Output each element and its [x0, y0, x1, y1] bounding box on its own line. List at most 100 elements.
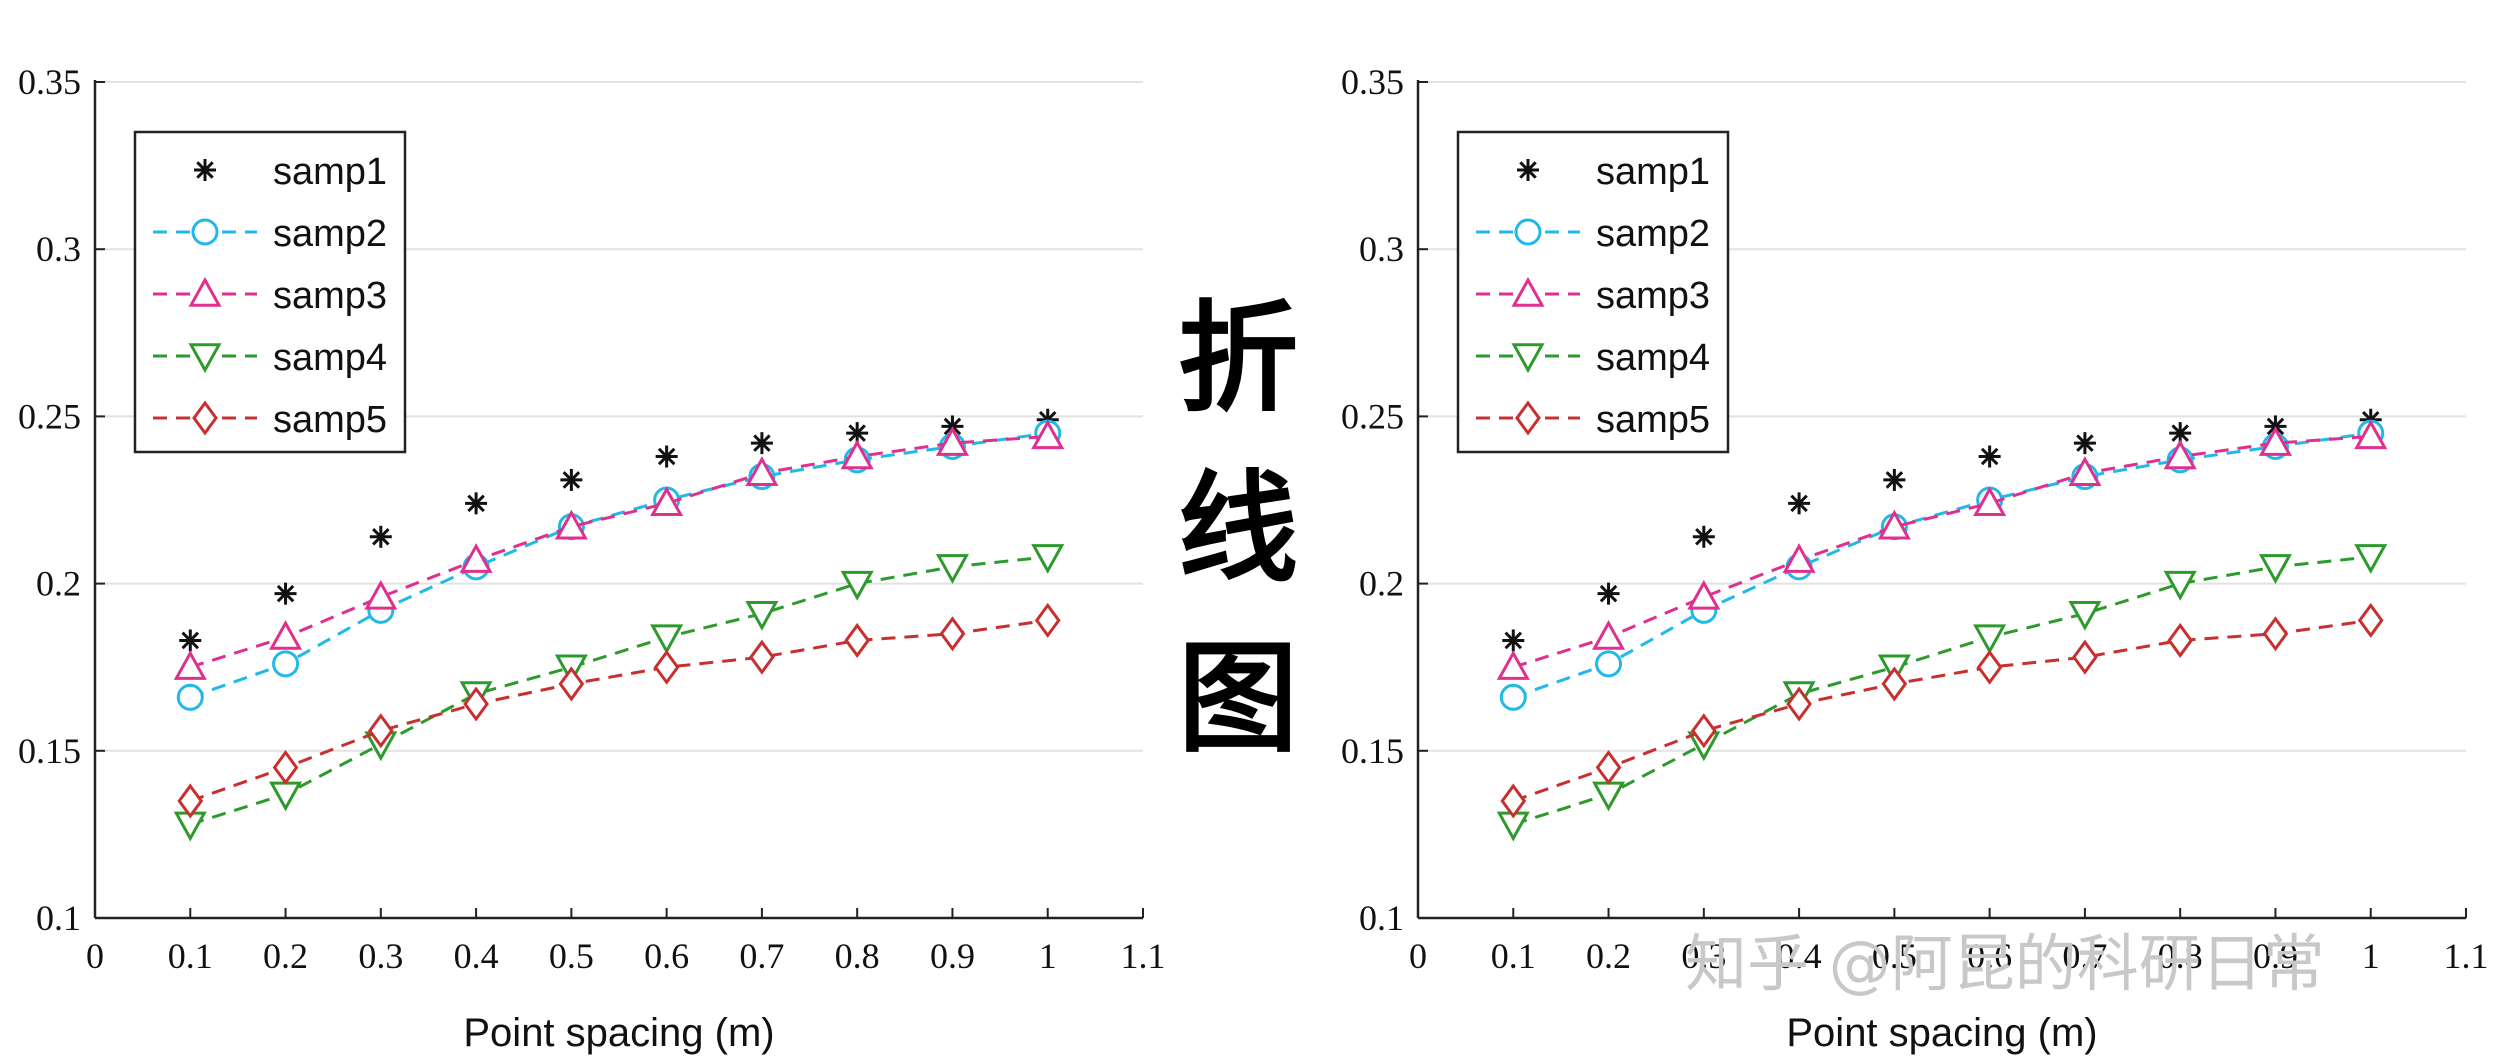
legend-entry-samp4: samp4 [1476, 337, 1710, 379]
x-tick-label: 0.5 [549, 936, 594, 976]
x-tick-label: 0 [1409, 936, 1427, 976]
x-tick-label: 0.7 [2062, 936, 2107, 976]
x-tick-label: 0.9 [2253, 936, 2298, 976]
x-tick-label: 1 [2362, 936, 2380, 976]
legend: samp1 samp2 samp3 samp4 samp5 [133, 130, 407, 454]
samp5-point-diamond-marker [1786, 686, 1812, 722]
x-tick-label: 0.2 [263, 936, 308, 976]
samp4-point-triangle-down-marker [840, 570, 874, 601]
samp5-point-diamond-marker [1500, 783, 1527, 819]
x-tick-label: 0.2 [1586, 936, 1631, 976]
center-label: 折 线 图 [1178, 288, 1298, 769]
x-tick-label: 0.6 [1967, 936, 2012, 976]
samp3-point-triangle-up-marker [173, 650, 207, 680]
samp1-point-asterisk-marker [1597, 582, 1620, 605]
legend-entry-samp5: samp5 [1476, 399, 1710, 441]
legend-samp4-triangle-down-marker [1511, 343, 1545, 374]
samp2-line [1512, 431, 2371, 699]
samp1-point-asterisk-marker [1502, 629, 1525, 652]
samp4-point-triangle-down-marker [2258, 554, 2293, 584]
samp5-point-diamond-marker [1690, 713, 1717, 749]
samp4-point-triangle-down-marker [1591, 781, 1626, 812]
x-tick-label: 0.1 [1491, 936, 1536, 976]
samp5-point-diamond-marker [2262, 616, 2289, 652]
samp5-point-diamond-marker [558, 666, 585, 702]
legend-samp4-triangle-down-marker [188, 343, 222, 374]
samp5-point-diamond-marker [844, 622, 871, 658]
legend-samp1-asterisk-marker [1517, 159, 1539, 181]
samp2-point-circle-marker [272, 650, 300, 678]
legend: samp1 samp2 samp3 samp4 samp5 [1456, 130, 1730, 454]
samp3-line [189, 434, 1048, 669]
legend-entry-samp4: samp4 [153, 337, 387, 379]
x-tick-label: 0.4 [1777, 936, 1822, 976]
center-label-char-2: 线 [1178, 458, 1298, 599]
x-tick-label: 0.3 [1681, 936, 1726, 976]
samp3-point-triangle-up-marker [268, 620, 303, 650]
x-tick-label: 1.1 [1121, 936, 1166, 976]
samp1-point-asterisk-marker [1692, 525, 1715, 548]
legend-box [133, 130, 407, 454]
x-tick-label: 0.1 [168, 936, 213, 976]
samp3-point-triangle-up-marker [1877, 509, 1911, 540]
samp5-point-diamond-marker [272, 749, 299, 786]
samp5-point-diamond-marker [367, 713, 394, 749]
samp4-point-triangle-down-marker [2068, 600, 2102, 631]
x-axis-title: Point spacing (m) [463, 1011, 774, 1055]
legend-box [1456, 130, 1730, 454]
samp5-point-diamond-marker [653, 649, 680, 685]
watermark-text: 知乎 @阿昆的科研日常 [1685, 927, 2325, 1000]
legend-samp1-asterisk-marker [194, 159, 216, 181]
samp5-line [189, 618, 1048, 803]
samp1-point-asterisk-marker [1883, 468, 1906, 491]
y-tick-label: 0.35 [18, 62, 81, 102]
x-axis-title: Point spacing (m) [1786, 1011, 2097, 1055]
samp5-point-diamond-marker [749, 639, 775, 675]
legend-samp5-diamond-marker [192, 400, 218, 436]
samp3-point-triangle-up-marker [459, 543, 493, 573]
samp3-point-triangle-up-marker [554, 509, 588, 540]
samp3-point-triangle-up-marker [935, 426, 970, 456]
legend-entry-samp2: samp2 [153, 213, 387, 255]
samp5-point-diamond-marker [1976, 649, 2003, 685]
y-tick-label: 0.1 [1359, 898, 1404, 938]
samp3-point-triangle-up-marker [1687, 579, 1721, 610]
samp1-point-asterisk-marker [274, 582, 297, 605]
samp4-point-triangle-down-marker [745, 600, 779, 631]
y-tick-label: 0.3 [1359, 229, 1404, 269]
legend-label: samp5 [273, 399, 387, 441]
samp3-point-triangle-up-marker [650, 486, 684, 517]
x-tick-label: 0.8 [835, 936, 880, 976]
series-samp2 [176, 419, 1062, 711]
legend-label: samp2 [1596, 213, 1710, 255]
samp1-point-asterisk-marker [2073, 432, 2096, 455]
x-tick-label: 1.1 [2444, 936, 2489, 976]
samp4-line [1512, 555, 2371, 826]
samp5-point-diamond-marker [939, 616, 966, 652]
series-samp1 [179, 408, 1059, 652]
samp5-point-diamond-marker [1595, 749, 1622, 786]
legend-label: samp1 [1596, 151, 1710, 193]
samp1-point-asterisk-marker [655, 445, 678, 468]
x-tick-label: 0.7 [739, 936, 784, 976]
legend-label: samp3 [1596, 275, 1710, 317]
legend-entry-samp1: samp1 [1517, 151, 1710, 193]
y-tick-label: 0.15 [18, 731, 81, 771]
series-samp5 [1500, 602, 2384, 819]
series-samp3 [173, 419, 1065, 680]
legend-entry-samp3: samp3 [153, 275, 387, 317]
samp3-point-triangle-up-marker [1591, 620, 1626, 650]
x-tick-label: 0.5 [1872, 936, 1917, 976]
center-label-char-3: 图 [1178, 628, 1298, 769]
samp3-point-triangle-up-marker [1782, 543, 1816, 573]
legend-label: samp3 [273, 275, 387, 317]
samp3-point-triangle-up-marker [1031, 419, 1065, 450]
samp4-point-triangle-down-marker [1031, 544, 1065, 574]
samp4-point-triangle-down-marker [2354, 544, 2388, 574]
y-tick-label: 0.1 [36, 898, 81, 938]
samp3-point-triangle-up-marker [2068, 456, 2102, 486]
samp3-point-triangle-up-marker [1496, 650, 1530, 680]
samp3-point-triangle-up-marker [1973, 486, 2007, 517]
samp5-point-diamond-marker [1034, 602, 1061, 638]
